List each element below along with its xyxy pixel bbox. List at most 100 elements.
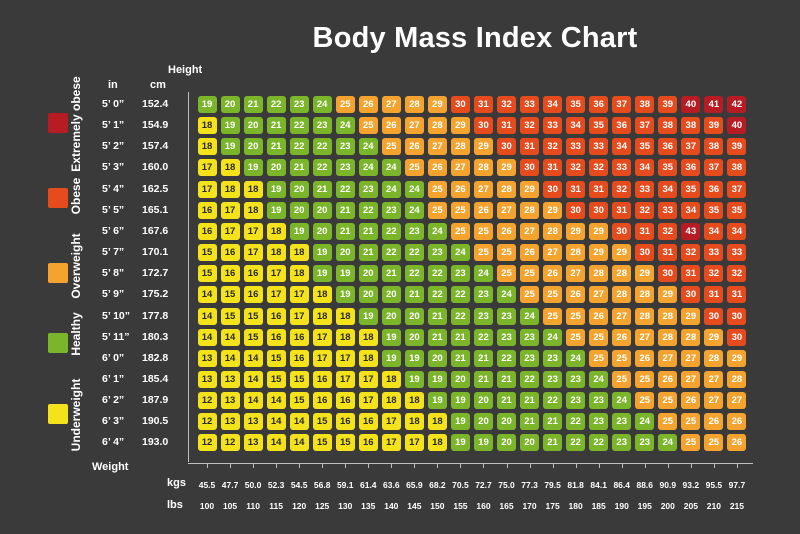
bmi-cell: 29 <box>450 117 470 135</box>
bmi-cell: 31 <box>543 159 563 177</box>
weight-kg-label: 97.7 <box>728 480 746 490</box>
bmi-cell: 28 <box>635 307 655 325</box>
bmi-cell: 19 <box>381 349 401 367</box>
bmi-cell: 14 <box>243 370 263 388</box>
bmi-cell: 32 <box>612 180 632 198</box>
bmi-cell: 25 <box>612 370 632 388</box>
bmi-cell: 26 <box>497 222 517 240</box>
bmi-cell: 26 <box>404 138 424 156</box>
weight-kg-label: 88.6 <box>636 480 654 490</box>
bmi-cell: 21 <box>381 265 401 283</box>
bmi-cell: 21 <box>358 244 378 262</box>
bmi-cell: 34 <box>704 222 724 240</box>
bmi-cell: 15 <box>243 328 263 346</box>
bmi-cell: 20 <box>312 222 332 240</box>
bmi-cell: 20 <box>497 434 517 452</box>
bmi-cell: 35 <box>566 96 586 113</box>
bmi-cell: 20 <box>404 328 424 346</box>
weight-lb-label: 125 <box>315 501 330 511</box>
weight-lb-label: 155 <box>453 501 468 511</box>
bmi-cell: 25 <box>543 286 563 304</box>
bmi-cell: 25 <box>681 434 701 452</box>
bmi-cell: 17 <box>358 370 378 388</box>
bmi-cell: 16 <box>197 222 217 240</box>
bmi-cell: 29 <box>704 328 724 346</box>
bmi-cell: 29 <box>635 265 655 283</box>
bmi-cell: 34 <box>543 96 563 113</box>
height-cm-label: 172.7 <box>142 267 169 280</box>
bmi-cell: 33 <box>520 96 540 113</box>
bmi-cell: 24 <box>473 265 493 283</box>
bmi-cell: 17 <box>312 328 332 346</box>
bmi-cell: 32 <box>520 117 540 135</box>
bmi-cell: 15 <box>266 370 286 388</box>
bmi-cell: 28 <box>658 328 678 346</box>
bmi-cell: 22 <box>520 370 540 388</box>
bmi-cell: 22 <box>450 307 470 325</box>
weight-axis-title: Weight <box>92 461 129 473</box>
bmi-cell: 27 <box>450 159 470 177</box>
bmi-cell: 18 <box>266 222 286 240</box>
bmi-cell: 14 <box>197 286 217 304</box>
bmi-cell: 23 <box>450 265 470 283</box>
bmi-cell: 27 <box>404 117 424 135</box>
bmi-cell: 22 <box>404 244 424 262</box>
weight-lb-label: 110 <box>246 501 260 511</box>
bmi-cell: 31 <box>589 180 609 198</box>
bmi-cell: 23 <box>543 370 563 388</box>
bmi-cell: 28 <box>497 180 517 198</box>
height-cm-label: 177.8 <box>142 309 169 322</box>
height-in-label: 5’ 0” <box>102 98 125 110</box>
bmi-cell: 24 <box>566 349 586 367</box>
bmi-cell: 30 <box>566 201 586 219</box>
bmi-cell: 30 <box>635 244 655 262</box>
bmi-cell: 15 <box>197 265 217 283</box>
bmi-cell: 20 <box>473 392 493 410</box>
bmi-cell: 15 <box>312 434 332 452</box>
height-in-label: 6’ 1” <box>102 372 125 385</box>
bmi-cell: 30 <box>520 159 540 177</box>
weight-lb-label: 185 <box>591 501 606 511</box>
bmi-cell: 18 <box>197 117 217 135</box>
height-in-label: 5’ 5” <box>102 203 125 216</box>
bmi-cell: 31 <box>727 286 747 304</box>
weight-lb-label: 175 <box>545 501 560 511</box>
bmi-cell: 35 <box>589 117 609 135</box>
bmi-cell: 20 <box>243 117 263 135</box>
bmi-cell: 12 <box>197 434 217 452</box>
bmi-cell: 42 <box>727 96 747 113</box>
bmi-cell: 38 <box>635 96 655 113</box>
bmi-cell: 24 <box>450 244 470 262</box>
bmi-cell: 30 <box>612 222 632 240</box>
bmi-cell: 17 <box>289 307 309 325</box>
bmi-cell: 25 <box>358 117 378 135</box>
bmi-cell: 26 <box>358 96 378 113</box>
bmi-cell: 19 <box>450 392 470 410</box>
bmi-cell: 26 <box>704 413 724 431</box>
bmi-cell: 25 <box>381 138 401 156</box>
bmi-cell: 21 <box>335 222 355 240</box>
bmi-cell: 27 <box>543 244 563 262</box>
bmi-cell: 23 <box>612 434 632 452</box>
bmi-cell: 26 <box>566 286 586 304</box>
bmi-cell: 38 <box>704 138 724 156</box>
weight-lb-label: 200 <box>660 501 675 511</box>
bmi-cell: 28 <box>635 286 655 304</box>
weight-kg-label: 75.0 <box>498 480 515 490</box>
bmi-cell: 17 <box>220 222 240 240</box>
bmi-cell: 26 <box>681 392 701 410</box>
bmi-cell: 23 <box>635 434 655 452</box>
bmi-cell: 40 <box>681 96 701 113</box>
bmi-cell: 30 <box>727 328 747 346</box>
bmi-cell: 23 <box>289 96 309 113</box>
bmi-cell: 25 <box>589 328 609 346</box>
height-cm-label: 165.1 <box>142 203 169 216</box>
bmi-cell: 16 <box>243 286 263 304</box>
bmi-cell: 20 <box>266 159 286 177</box>
weight-kg-label: 77.3 <box>521 480 538 490</box>
bmi-cell: 28 <box>566 244 586 262</box>
bmi-cell: 14 <box>289 434 309 452</box>
weight-kg-label: 65.9 <box>406 480 423 490</box>
bmi-cell: 30 <box>497 138 517 156</box>
